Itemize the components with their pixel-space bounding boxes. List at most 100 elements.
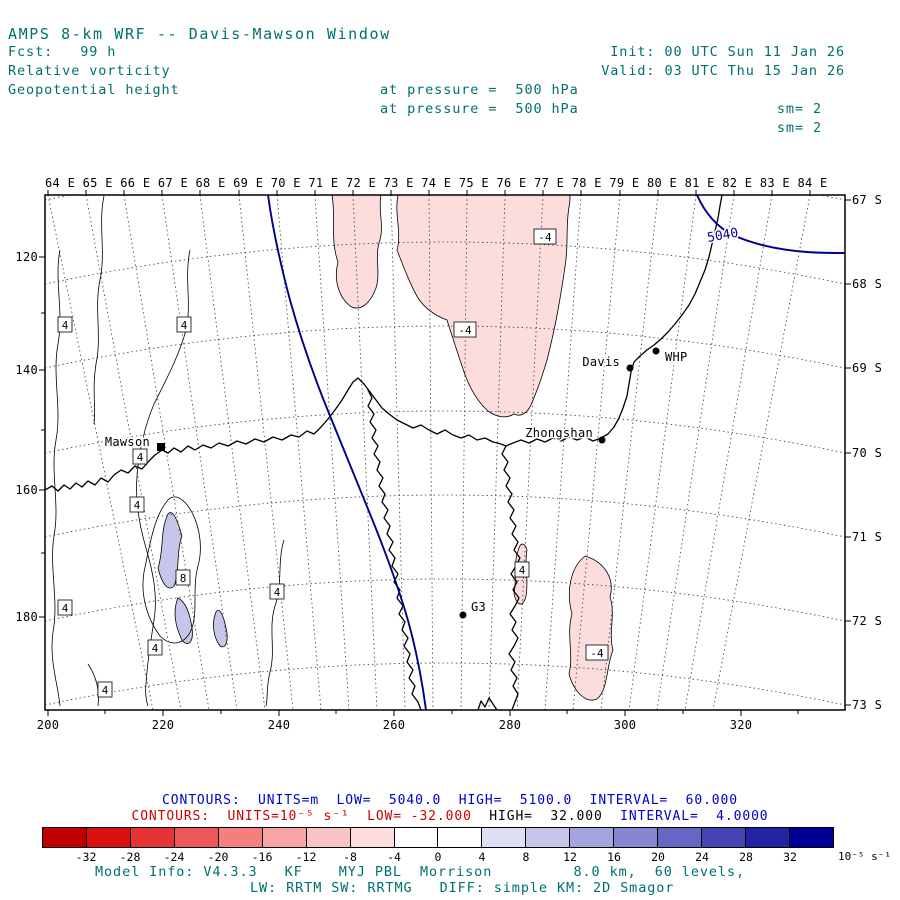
field2-smoothing: sm= 2	[776, 120, 822, 136]
colorbar-cells	[42, 827, 834, 848]
station-label-mawson: Mawson	[105, 435, 150, 449]
height-contour-label: 5040	[706, 226, 739, 246]
legend-interval: INTERVAL= 4.0000	[602, 809, 769, 824]
bottom-axis-labels: 200 220 240 260 280 300 320	[37, 718, 753, 732]
colorbar-cell	[746, 828, 790, 847]
colorbar-tick-label: -32	[75, 850, 97, 864]
svg-text:69 S: 69 S	[852, 361, 882, 375]
svg-text:67 S: 67 S	[852, 193, 882, 207]
station-label-whp: WHP	[665, 350, 688, 364]
colorbar-cell	[350, 828, 395, 847]
svg-text:320: 320	[730, 718, 753, 732]
colorbar-ticks: -32 -28 -24 -20 -16 -12 -8 -4 0 4 8 12 16 20 24 28 32	[42, 850, 834, 864]
station-marker-mawson	[157, 443, 165, 451]
coastline	[45, 195, 723, 710]
legend-high: HIGH= 32.000	[471, 809, 603, 824]
contour-label: 4	[274, 586, 281, 599]
colorbar-cell	[482, 828, 527, 847]
colorbar-cell	[570, 828, 615, 847]
colorbar-units: 10⁻⁵ s⁻¹	[838, 850, 891, 863]
svg-text:220: 220	[152, 718, 175, 732]
svg-text:70 S: 70 S	[852, 446, 882, 460]
svg-text:240: 240	[268, 718, 291, 732]
contour-value-labels: 4 4 -4 -4 4 4 8 4 4 4 4 4 -4	[57, 228, 609, 698]
svg-text:180: 180	[15, 610, 38, 624]
contour-label: 4	[519, 564, 526, 577]
plot-header: AMPS 8-km WRF -- Davis-Mawson Window Ini…	[8, 6, 892, 136]
height-contour-5040	[267, 195, 845, 710]
left-axis-labels: 120 140 160 180	[15, 250, 38, 624]
colorbar-cell	[86, 828, 131, 847]
forecast-hour: Fcst: 99 h	[8, 44, 117, 60]
contour-label: 4	[152, 642, 159, 655]
colorbar-tick-label: 16	[607, 850, 621, 864]
colorbar-cell	[702, 828, 746, 847]
colorbar-cell	[174, 828, 219, 847]
top-axis-labels: 64 E 65 E 66 E 67 E 68 E 69 E 70 E 71 E …	[45, 176, 828, 190]
colorbar-cell	[130, 828, 175, 847]
colorbar-tick-label: 12	[563, 850, 577, 864]
colorbar-cell	[43, 828, 87, 847]
station-marker-whp	[652, 347, 660, 355]
colorbar-tick-label: -16	[251, 850, 273, 864]
svg-text:260: 260	[383, 718, 406, 732]
height-contour-legend: CONTOURS: UNITS=m LOW= 5040.0 HIGH= 5100…	[162, 793, 738, 808]
colorbar-cell	[218, 828, 263, 847]
axis-ticks	[39, 190, 851, 716]
contour-label: -4	[538, 231, 552, 244]
station-marker-g3	[459, 611, 467, 619]
plot-title: AMPS 8-km WRF -- Davis-Mawson Window	[8, 25, 391, 43]
svg-text:280: 280	[499, 718, 522, 732]
negative-vorticity-regions	[331, 195, 614, 701]
colorbar-tick-label: 32	[783, 850, 797, 864]
contour-label: 4	[137, 451, 144, 464]
station-marker-davis	[626, 364, 634, 372]
station-marker-zhongshan	[598, 436, 606, 444]
field1-smoothing: sm= 2	[776, 101, 822, 117]
svg-text:72 S: 72 S	[852, 614, 882, 628]
field2-name: Geopotential height	[8, 82, 180, 98]
colorbar-tick-label: -4	[387, 850, 401, 864]
header-row-1: AMPS 8-km WRF -- Davis-Mawson Window Ini…	[8, 6, 892, 60]
valid-time: Valid: 03 UTC Thu 15 Jan 26	[601, 63, 845, 79]
colorbar-tick-label: 20	[651, 850, 665, 864]
colorbar-tick-label: 24	[695, 850, 709, 864]
svg-text:140: 140	[15, 363, 38, 377]
colorbar-cell	[438, 828, 483, 847]
contour-label: 4	[102, 684, 109, 697]
colorbar-tick-label: -28	[119, 850, 141, 864]
header-row-4: Geopotential height at pressure = 500 hP…	[8, 63, 892, 136]
station-label-zhongshan: Zhongshan	[525, 426, 593, 440]
svg-text:68 S: 68 S	[852, 277, 882, 291]
colorbar-cell	[789, 828, 833, 847]
header-row-3: Relative vorticity at pressure = 500 hPa…	[8, 44, 892, 117]
colorbar-tick-label: 4	[478, 850, 486, 864]
stations: Mawson Davis WHP Zhongshan G3	[103, 347, 689, 619]
svg-text:71 S: 71 S	[852, 530, 882, 544]
contour-label: 4	[134, 499, 141, 512]
model-info-line2: LW: RRTM SW: RRTMG DIFF: simple KM: 2D S…	[250, 880, 675, 896]
field2-pressure: at pressure = 500 hPa	[380, 101, 579, 117]
model-info-line1: Model Info: V4.3.3 KF MYJ PBL Morrison 8…	[95, 864, 745, 880]
colorbar-cell	[614, 828, 659, 847]
colorbar-tick-label: -12	[295, 850, 317, 864]
station-label-g3: G3	[471, 600, 486, 614]
colorbar-cell	[394, 828, 439, 847]
positive-vorticity-regions	[157, 512, 228, 648]
colorbar-tick-label: -24	[163, 850, 185, 864]
header-row-2: Fcst: 99 h Valid: 03 UTC Thu 15 Jan 26	[8, 25, 892, 79]
init-time: Init: 00 UTC Sun 11 Jan 26	[610, 44, 845, 60]
contour-label: -4	[590, 647, 604, 660]
colorbar-tick-label: 0	[434, 850, 442, 864]
contour-label: 4	[181, 319, 188, 332]
colorbar-tick-label: -8	[343, 850, 357, 864]
colorbar-cell	[262, 828, 307, 847]
colorbar-tick-label: -20	[207, 850, 229, 864]
vorticity-contours	[51, 195, 285, 707]
station-label-davis: Davis	[582, 355, 620, 369]
colorbar-cell	[526, 828, 571, 847]
field1-name: Relative vorticity	[8, 63, 171, 79]
field1-pressure: at pressure = 500 hPa	[380, 82, 579, 98]
